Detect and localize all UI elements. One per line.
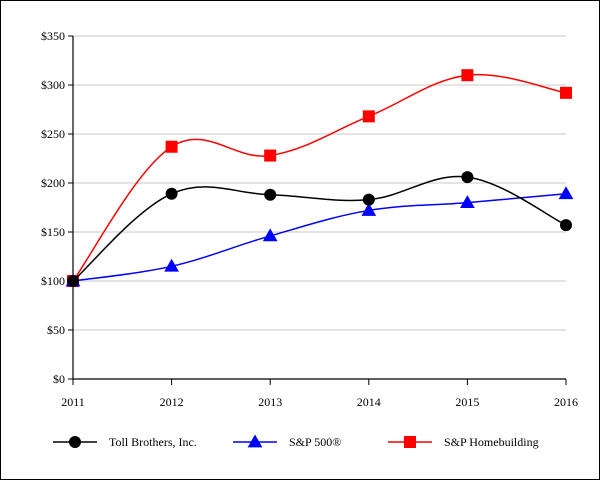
x-tick-label: 2012 (160, 395, 184, 409)
data-point (361, 202, 377, 216)
y-tick-label: $350 (41, 29, 65, 43)
x-tick-label: 2011 (61, 395, 85, 409)
legend-marker (404, 436, 416, 448)
data-point (560, 86, 572, 99)
legend-item: Toll Brothers, Inc. (53, 435, 197, 449)
legend-label: Toll Brothers, Inc. (109, 435, 197, 449)
data-point (461, 171, 474, 184)
series-line (72, 175, 567, 282)
data-point (560, 219, 572, 232)
series-s-p-homebuilding (67, 69, 572, 287)
x-tick-label: 2013 (258, 395, 282, 409)
data-point (264, 149, 277, 162)
legend-marker (69, 436, 81, 448)
data-point (461, 69, 474, 82)
data-point (264, 188, 277, 201)
y-tick-label: $250 (41, 127, 65, 141)
axes: $0 $50 $100 $150 $200 $250 $300 $350 2011 2012 201… (41, 29, 578, 409)
legend: Toll Brothers, Inc. S&P 500® S&P Homebuild… (53, 434, 539, 449)
legend-marker (247, 434, 263, 448)
legend-item: S&P 500® (233, 434, 341, 449)
data-point (165, 140, 178, 153)
y-tick-label: $200 (41, 176, 65, 190)
gridlines (73, 35, 566, 331)
data-point (262, 228, 278, 242)
x-tick-label: 2015 (455, 395, 479, 409)
legend-label: S&P Homebuilding (444, 435, 539, 449)
data-point (165, 187, 178, 200)
series-line (72, 73, 567, 282)
legend-label: S&P 500® (289, 435, 341, 449)
legend-item: S&P Homebuilding (388, 435, 539, 449)
y-tick-label: $300 (41, 78, 65, 92)
data-point (460, 195, 475, 208)
y-tick-label: $0 (53, 372, 65, 386)
series-line (72, 193, 567, 282)
y-tick-label: $100 (41, 274, 65, 288)
data-point (164, 258, 179, 272)
x-tick-label: 2014 (357, 395, 381, 409)
data-point (362, 193, 375, 206)
x-tick-label: 2016 (554, 395, 578, 409)
data-point (67, 275, 79, 287)
y-tick-label: $50 (47, 323, 65, 337)
series-layer (65, 69, 574, 287)
series-toll-brothers-inc (67, 171, 572, 287)
series-s-p-500 (65, 186, 574, 287)
y-tick-label: $150 (41, 225, 65, 239)
data-point (362, 110, 375, 123)
data-point (558, 186, 574, 200)
